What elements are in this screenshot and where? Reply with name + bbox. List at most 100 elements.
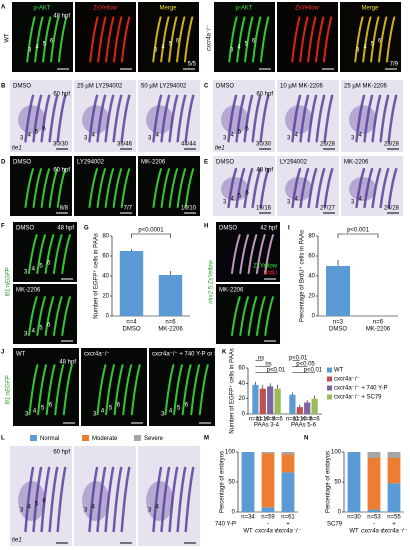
vessel bbox=[371, 167, 382, 209]
n-label: n=10 bbox=[256, 417, 270, 423]
vessel bbox=[184, 94, 195, 143]
vessel bbox=[236, 16, 246, 63]
condition: 25 µM LY294002 bbox=[77, 84, 123, 90]
bar-segment bbox=[281, 454, 295, 473]
stain bbox=[18, 105, 46, 134]
arch-number: 6 bbox=[42, 499, 46, 505]
n-label: n=59 bbox=[261, 515, 275, 521]
stain bbox=[285, 105, 313, 134]
vessel bbox=[307, 16, 317, 63]
vessel bbox=[323, 94, 334, 143]
arch-number: 3 bbox=[223, 200, 227, 206]
vessel bbox=[96, 168, 106, 208]
condition: MK-2206 bbox=[344, 160, 369, 166]
arch-number: 3 bbox=[148, 136, 152, 142]
vessel bbox=[24, 466, 35, 533]
legend-label: cxcr4a⁻/⁻ + 740 Y-P bbox=[334, 386, 388, 392]
vessel bbox=[50, 16, 60, 63]
significance-bracket bbox=[131, 233, 171, 238]
n-label: n=61 bbox=[281, 515, 295, 521]
condition: MK-2206 bbox=[16, 288, 41, 294]
stain bbox=[146, 105, 174, 134]
condition: DMSO bbox=[13, 84, 31, 90]
y-axis-label: Percentage of embryos bbox=[326, 451, 332, 513]
condition: DMSO bbox=[216, 160, 234, 166]
arch-number: 6 bbox=[47, 323, 51, 329]
arch-number: 3 bbox=[25, 412, 29, 418]
arch-number: 6 bbox=[50, 39, 54, 45]
stain bbox=[349, 105, 377, 134]
vessel bbox=[176, 466, 187, 533]
vessel bbox=[44, 296, 55, 336]
vessel bbox=[88, 168, 98, 208]
p-value: p<0.0001 bbox=[138, 228, 164, 234]
vessel bbox=[42, 16, 52, 63]
legend-swatch bbox=[327, 367, 332, 373]
x-tick-label: cxcr4a⁻/⁻ bbox=[275, 529, 302, 535]
channel-label: p-AKT bbox=[235, 6, 252, 12]
vessel bbox=[160, 16, 170, 63]
vessel bbox=[370, 16, 380, 63]
y-tick-label: 60 bbox=[308, 254, 315, 260]
stage: 48 hpf bbox=[256, 168, 273, 174]
vessel bbox=[56, 466, 67, 533]
vessel bbox=[56, 168, 67, 208]
vessel bbox=[362, 16, 372, 63]
n-label: n=34 bbox=[241, 515, 255, 521]
vessel bbox=[105, 364, 115, 416]
arch-number: 3 bbox=[223, 136, 227, 142]
panel-letter: B bbox=[1, 84, 6, 90]
n-label: n=8 bbox=[302, 417, 313, 423]
vessel bbox=[264, 296, 274, 336]
legend-swatch bbox=[327, 385, 332, 391]
x-tick-label: PAAs 3-4 bbox=[254, 423, 280, 429]
channel-label: ZsYellow bbox=[93, 6, 117, 12]
vessel bbox=[315, 167, 326, 209]
panel-letter: I bbox=[288, 226, 290, 232]
arch-number: 4 bbox=[155, 505, 159, 511]
vessel bbox=[228, 16, 238, 63]
y-tick-label: 40 bbox=[308, 274, 315, 280]
vessel bbox=[291, 167, 302, 209]
vessel bbox=[48, 168, 59, 208]
vessel bbox=[61, 234, 71, 274]
vessel bbox=[190, 364, 201, 416]
arch-number: 3 bbox=[28, 48, 32, 54]
vessel bbox=[252, 16, 262, 63]
panel-letter: M bbox=[204, 436, 209, 442]
vessel bbox=[24, 168, 34, 208]
stage: 60 hpf bbox=[53, 450, 70, 456]
n-label: n=53 bbox=[367, 515, 381, 521]
bar-segment bbox=[261, 507, 275, 512]
condition: DMSO bbox=[16, 226, 34, 232]
x-tick-label: MK-2206 bbox=[158, 327, 183, 333]
vessel bbox=[160, 168, 170, 208]
condition: MK-2206 bbox=[219, 288, 244, 294]
vessel bbox=[48, 466, 59, 533]
vessel bbox=[387, 94, 398, 143]
vessel bbox=[176, 94, 187, 143]
channel-label: Merge bbox=[361, 6, 379, 12]
arch-number: 6 bbox=[185, 403, 189, 409]
arch-number: 6 bbox=[245, 127, 249, 133]
vessel bbox=[54, 364, 65, 416]
vessel bbox=[235, 94, 246, 143]
bar-segment bbox=[367, 452, 381, 458]
vessel bbox=[26, 16, 36, 63]
vessel bbox=[247, 296, 258, 336]
y-tick-label: 60 bbox=[102, 254, 109, 260]
vessel bbox=[88, 466, 99, 533]
stain bbox=[146, 481, 174, 521]
arch-number: 4 bbox=[363, 45, 367, 51]
stage: 42 hpf bbox=[260, 226, 277, 232]
stage: 60 hpf bbox=[256, 92, 273, 98]
arch-number: 6 bbox=[176, 39, 180, 45]
panel-letter: N bbox=[304, 436, 308, 442]
stage: 60 hpf bbox=[53, 92, 70, 98]
vessel bbox=[291, 16, 301, 63]
arch-number: 5 bbox=[169, 42, 173, 48]
stage: 48 hpf bbox=[59, 360, 76, 366]
vessel bbox=[198, 364, 209, 416]
y-tick-label: 40 bbox=[238, 381, 245, 387]
x-tick-label: cxcr4a⁻/⁻ bbox=[361, 529, 388, 535]
